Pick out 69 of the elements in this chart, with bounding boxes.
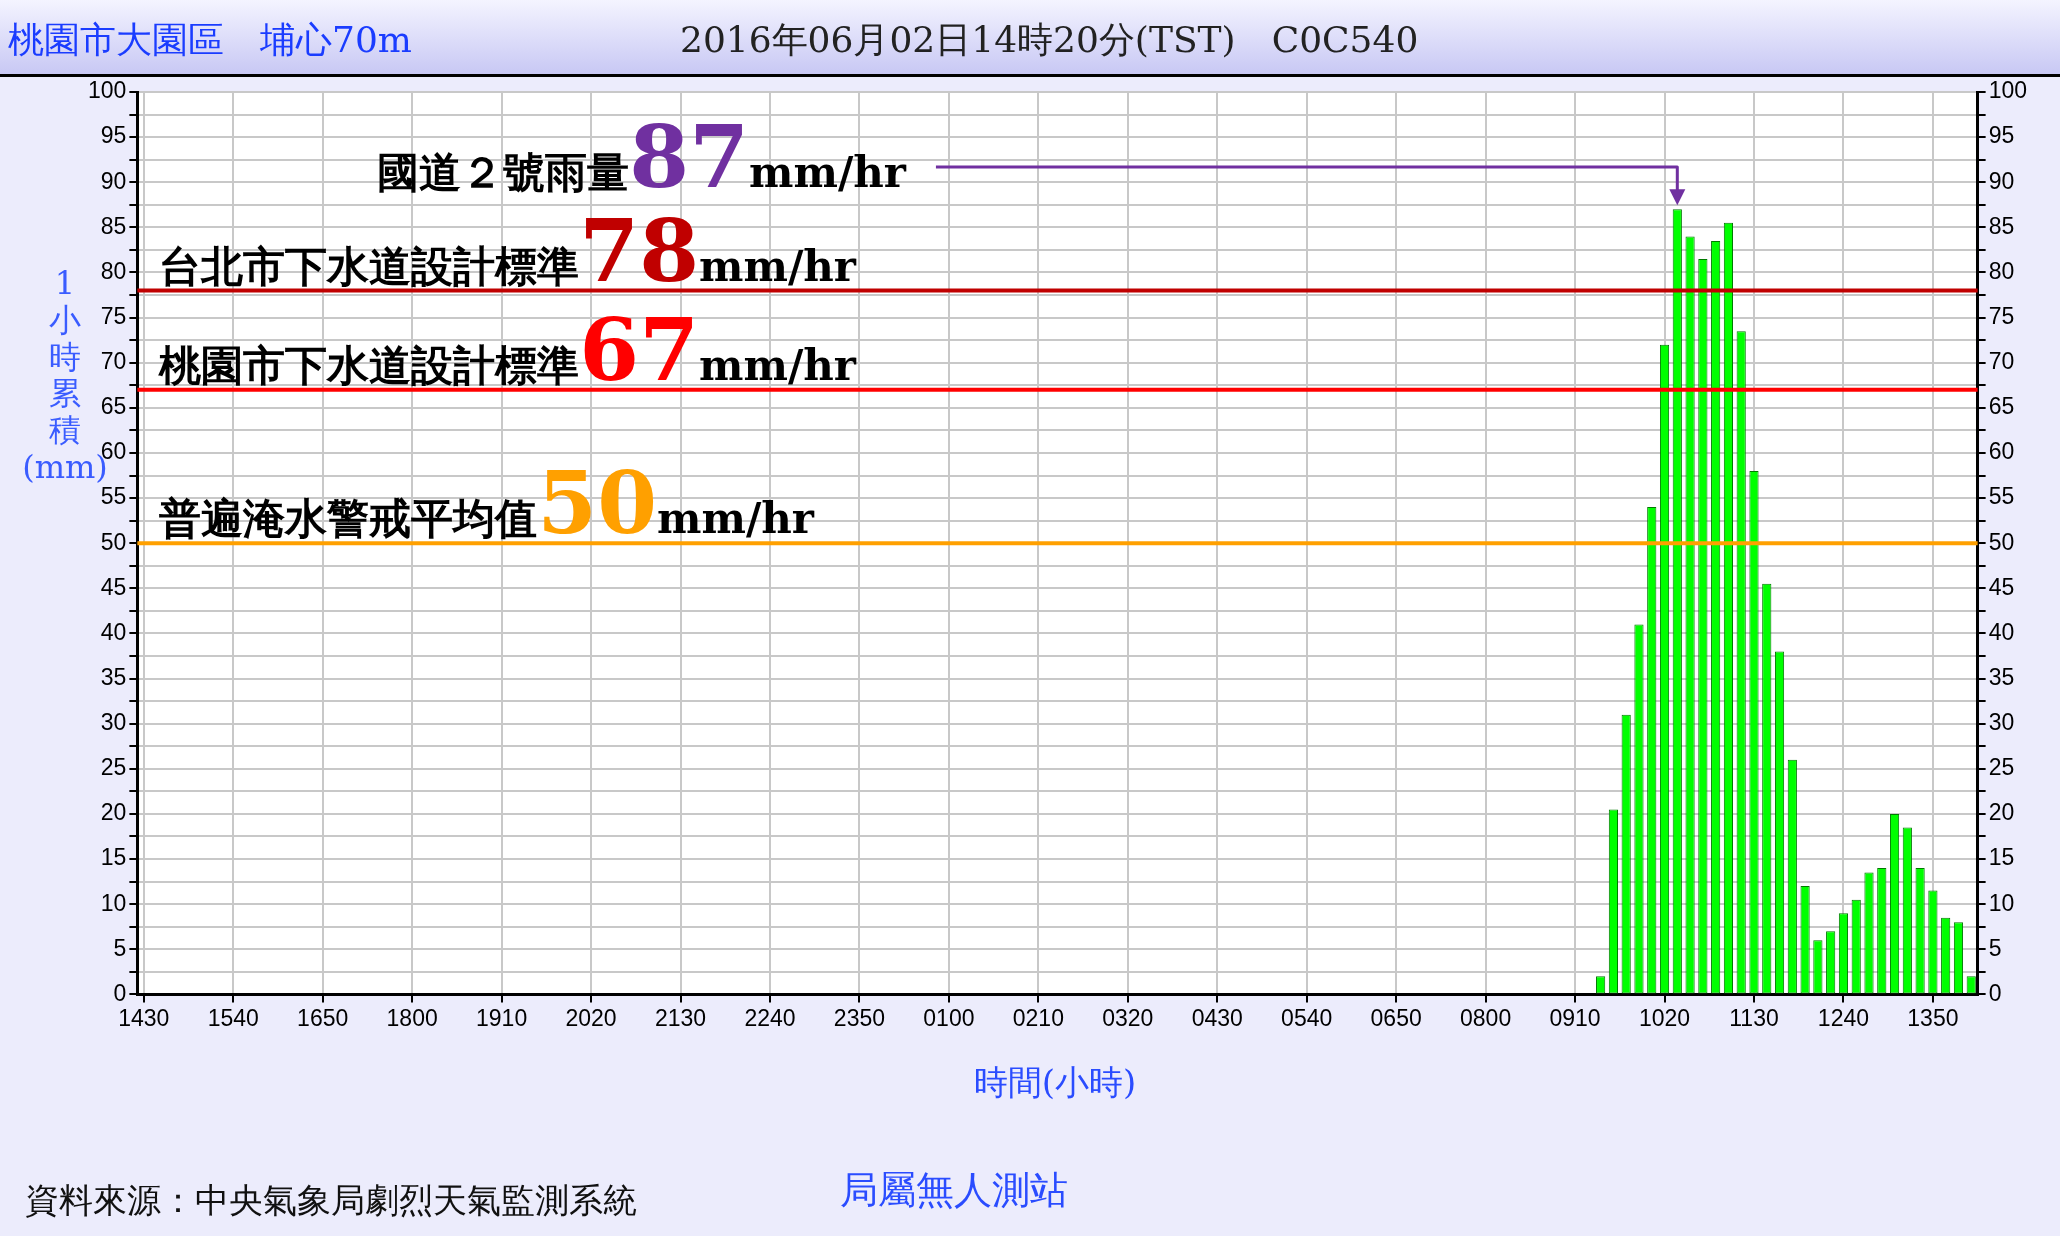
ref-line-label: 普遍淹水警戒平均值50mm/hr bbox=[159, 452, 815, 554]
x-tick-label: 0650 bbox=[1370, 1004, 1422, 1031]
y2-tick-label: 80 bbox=[1988, 257, 2015, 284]
x-tick-label: 1130 bbox=[1729, 1004, 1779, 1031]
x-tick-label: 2240 bbox=[744, 1004, 796, 1031]
x-tick-label: 0100 bbox=[923, 1004, 975, 1031]
y-tick-label: 25 bbox=[100, 754, 127, 781]
x-tick-label: 0540 bbox=[1281, 1004, 1333, 1031]
y-tick-label: 70 bbox=[100, 348, 127, 375]
chart-subtitle: 2016年06月02日14時20分(TST) C0C540 bbox=[680, 18, 1419, 62]
y-tick-label: 40 bbox=[100, 618, 127, 645]
x-tick-label: 1800 bbox=[386, 1004, 438, 1031]
y-tick-label: 10 bbox=[100, 889, 127, 916]
y2-tick-label: 45 bbox=[1988, 573, 2015, 600]
source-note: 資料來源：中央氣象局劇烈天氣監測系統 bbox=[25, 1179, 637, 1222]
y2-tick-label: 90 bbox=[1988, 167, 2015, 194]
y2-tick-label: 70 bbox=[1988, 348, 2015, 375]
x-tick-label: 2130 bbox=[654, 1004, 707, 1031]
y-tick-label: 0 bbox=[113, 979, 127, 1006]
y2-tick-label: 60 bbox=[1988, 438, 2015, 465]
y-tick-label: 50 bbox=[100, 528, 127, 555]
x-tick-label: 1650 bbox=[297, 1004, 349, 1031]
x-tick-label: 0800 bbox=[1460, 1004, 1512, 1031]
x-axis-title: 時間(小時) bbox=[973, 1061, 1137, 1104]
chart-title: 桃園市大園區 埔心70m bbox=[8, 18, 412, 62]
y-tick-label: 85 bbox=[100, 212, 127, 239]
y-tick-label: 90 bbox=[100, 167, 127, 194]
y2-tick-label: 20 bbox=[1988, 799, 2015, 826]
y-tick-label: 75 bbox=[100, 302, 127, 329]
y2-tick-label: 100 bbox=[1988, 77, 2027, 104]
y-tick-label: 45 bbox=[100, 573, 127, 600]
x-tick-label: 1430 bbox=[118, 1004, 170, 1031]
y2-tick-label: 65 bbox=[1988, 393, 2015, 420]
y-tick-label: 100 bbox=[88, 77, 127, 104]
x-tick-label: 2020 bbox=[565, 1004, 617, 1031]
y2-tick-label: 10 bbox=[1988, 889, 2015, 916]
y-tick-label: 95 bbox=[100, 122, 127, 149]
y-tick-label: 80 bbox=[100, 257, 127, 284]
x-tick-label: 0430 bbox=[1191, 1004, 1243, 1031]
x-tick-label: 0910 bbox=[1549, 1004, 1601, 1031]
y2-tick-label: 50 bbox=[1988, 528, 2015, 555]
x-tick-label: 1910 bbox=[476, 1004, 528, 1031]
y-tick-label: 20 bbox=[100, 799, 127, 826]
y2-tick-label: 35 bbox=[1988, 663, 2015, 690]
x-tick-label: 1540 bbox=[207, 1004, 259, 1031]
x-tick-label: 2350 bbox=[833, 1004, 885, 1031]
y2-tick-label: 5 bbox=[1988, 934, 2002, 961]
y2-tick-label: 40 bbox=[1988, 618, 2015, 645]
x-tick-label: 1240 bbox=[1817, 1004, 1870, 1031]
y2-tick-label: 55 bbox=[1988, 483, 2015, 510]
x-tick-label: 1350 bbox=[1907, 1004, 1959, 1031]
y2-tick-label: 25 bbox=[1988, 754, 2015, 781]
text: 局屬無人測站 bbox=[840, 1167, 1068, 1214]
y2-tick-label: 75 bbox=[1988, 302, 2015, 329]
y-tick-label: 15 bbox=[100, 844, 127, 871]
y-tick-label: 35 bbox=[100, 663, 127, 690]
y-tick-label: 55 bbox=[100, 483, 127, 510]
y2-tick-label: 0 bbox=[1988, 979, 2002, 1006]
y2-tick-label: 15 bbox=[1988, 844, 2015, 871]
y-tick-label: 30 bbox=[100, 709, 127, 736]
ref-line-label: 桃園市下水道設計標準67mm/hr bbox=[158, 298, 857, 400]
y-tick-label: 65 bbox=[100, 393, 127, 420]
y-tick-label: 5 bbox=[113, 934, 127, 961]
y2-tick-label: 30 bbox=[1988, 709, 2015, 736]
x-tick-label: 1020 bbox=[1638, 1004, 1691, 1031]
y2-tick-label: 85 bbox=[1988, 212, 2015, 239]
x-tick-label: 0210 bbox=[1012, 1004, 1064, 1031]
y2-tick-label: 95 bbox=[1988, 122, 2015, 149]
x-tick-label: 0320 bbox=[1102, 1004, 1154, 1031]
